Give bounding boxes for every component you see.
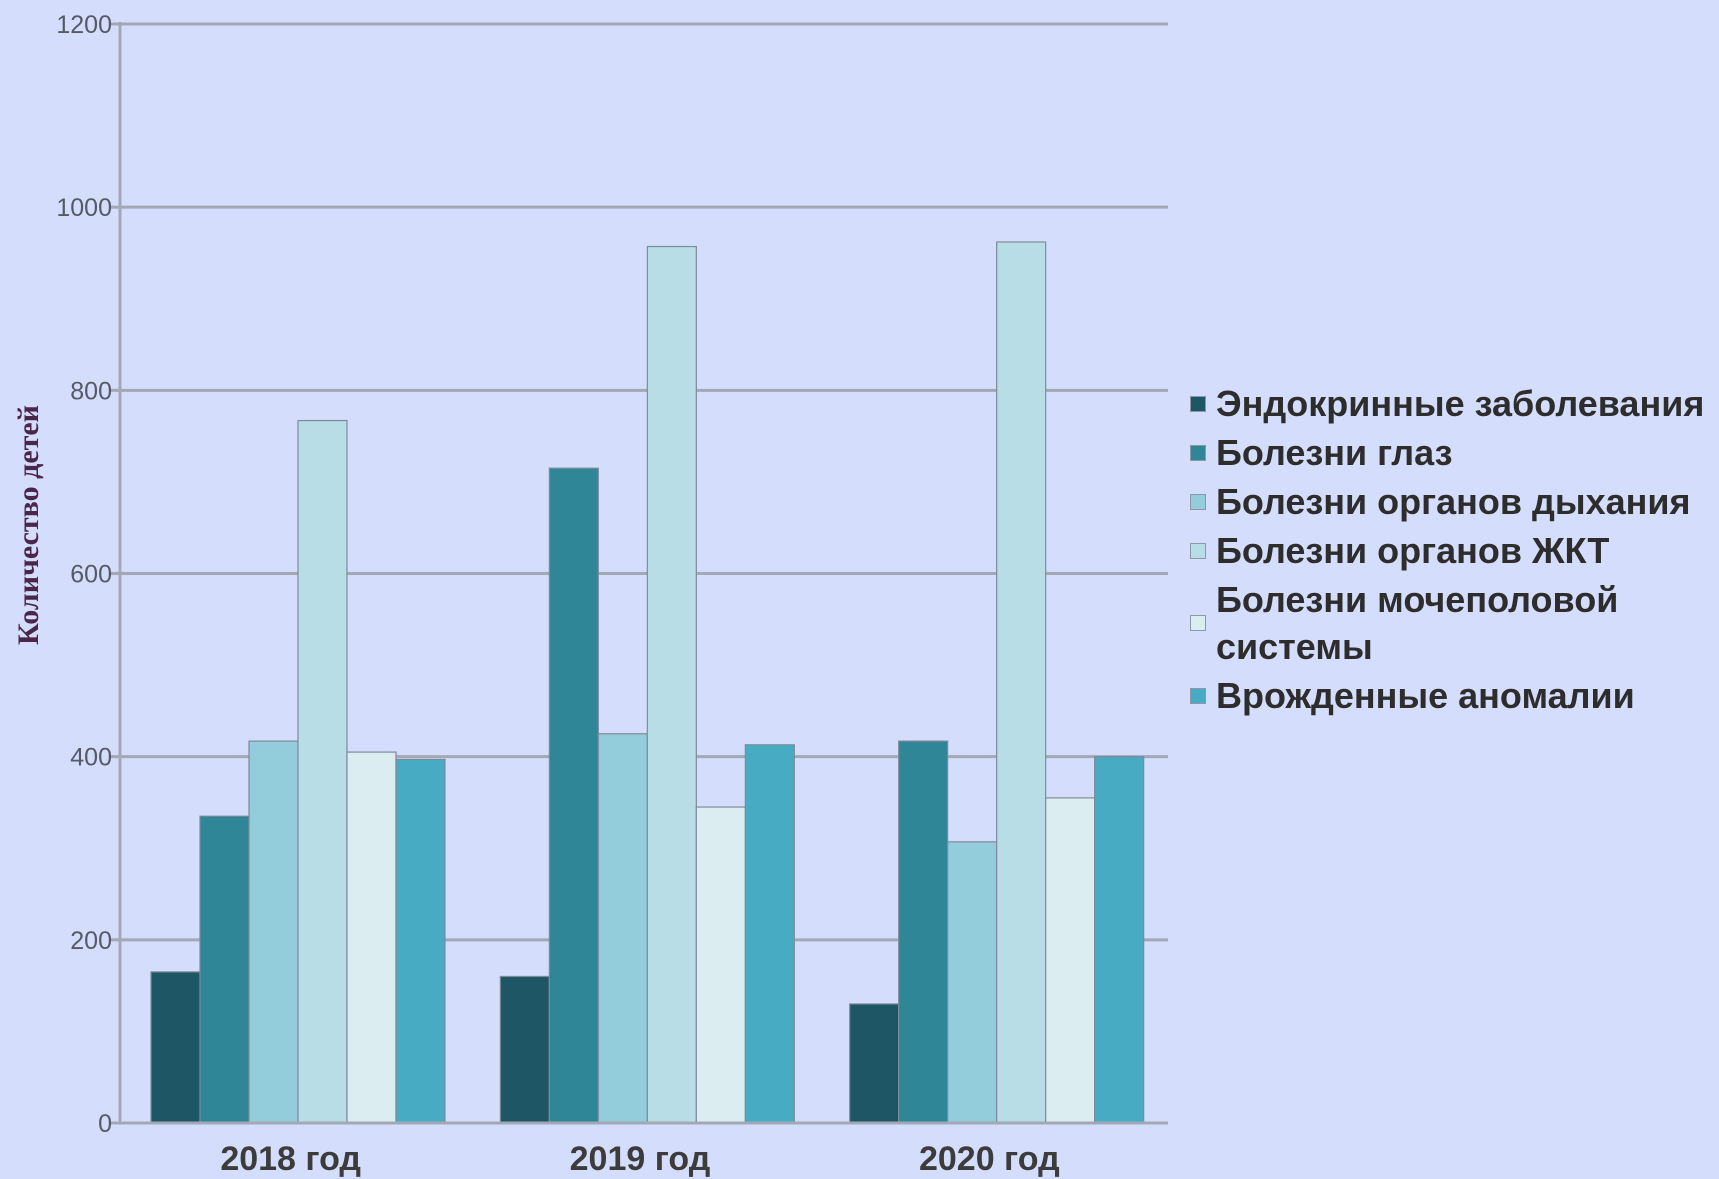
legend-swatch (1190, 542, 1206, 559)
legend-label: Болезни глаз (1216, 432, 1453, 473)
bar (1094, 756, 1145, 1124)
bar (199, 815, 250, 1124)
bar (150, 971, 201, 1124)
bar (499, 975, 550, 1124)
legend-item: Врожденные аномалии (1190, 672, 1715, 719)
bars (150, 241, 1145, 1124)
axes (110, 22, 1168, 1125)
y-axis-title: Количество детей (12, 405, 45, 645)
x-tick-label: 2020 год (919, 1140, 1060, 1178)
bar (395, 758, 446, 1124)
bar (849, 1003, 900, 1124)
bar (947, 841, 998, 1124)
y-tick-label: 200 (70, 927, 112, 955)
y-tick-label: 1200 (56, 11, 112, 39)
legend-label: Болезни мочеполовой системы (1216, 579, 1619, 667)
bar (1045, 797, 1096, 1124)
legend-label: Болезни органов дыхания (1216, 481, 1691, 522)
legend-label: Болезни органов ЖКТ (1216, 530, 1610, 571)
legend-swatch (1190, 493, 1206, 510)
x-tick-label: 2018 год (220, 1140, 361, 1178)
bar (248, 740, 299, 1124)
legend-item: Болезни глаз (1190, 429, 1715, 476)
y-tick-label: 600 (70, 561, 112, 589)
bar (646, 245, 697, 1124)
x-tick-label: 2019 год (570, 1140, 711, 1178)
y-tick-label: 0 (98, 1110, 112, 1138)
bar (548, 467, 599, 1124)
legend-label: Врожденные аномалии (1216, 675, 1635, 716)
legend-item: Болезни органов ЖКТ (1190, 527, 1715, 574)
legend-item: Эндокринные заболевания (1190, 380, 1715, 427)
legend-swatch (1190, 687, 1206, 704)
bar (597, 733, 648, 1124)
legend-item: Болезни органов дыхания (1190, 478, 1715, 525)
bar (695, 806, 746, 1124)
bar (898, 740, 949, 1124)
axis-labels: 0 200 400 600 800 1000 1200 2018 год 2019 год 202… (12, 11, 1060, 1178)
legend-swatch (1190, 615, 1206, 631)
y-tick-label: 400 (70, 744, 112, 772)
legend-swatch (1190, 444, 1206, 461)
y-tick-label: 800 (70, 377, 112, 405)
bar (744, 744, 795, 1124)
bar (996, 241, 1047, 1124)
legend-label: Эндокринные заболевания (1216, 383, 1705, 424)
legend: Эндокринные заболевания Болезни глаз Болез… (1190, 380, 1715, 721)
legend-swatch (1190, 395, 1206, 412)
bar (297, 419, 348, 1124)
bar (346, 751, 397, 1124)
legend-item: Болезни мочеполовой системы (1190, 576, 1715, 670)
y-tick-label: 1000 (56, 194, 112, 222)
